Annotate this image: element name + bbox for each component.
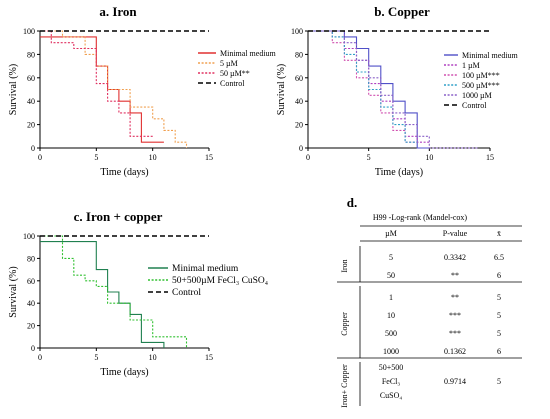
p1-x-tick-label: 10	[425, 153, 433, 162]
table-header-0: µM	[385, 229, 397, 238]
p0-y-axis-label: Survival (%)	[8, 64, 19, 115]
panel-c-chart: 0 5 10 15 0 20 40 60 80 100 Time (days) Survival (%…	[8, 232, 268, 378]
table-caption: H99 -Log-rank (Mandel-cox)	[373, 213, 468, 222]
p1-y-tick-label: 0	[299, 144, 303, 153]
p1-legend-label-3: 500 µM***	[462, 81, 500, 90]
table-cell-mean: 5	[497, 293, 501, 302]
p1-y-tick-label: 80	[295, 50, 303, 59]
table-cell-mean: 6.5	[494, 253, 504, 262]
p1-legend-label-4: 1000 µM	[462, 91, 492, 100]
table-cell-pvalue: ***	[449, 329, 461, 338]
p0-legend-label-3: Control	[220, 79, 245, 88]
p0-y-tick-label: 100	[23, 27, 35, 36]
p1-legend-label-0: Minimal medium	[462, 51, 519, 60]
table-group-label-2: Iron+ Copper	[340, 364, 349, 408]
p0-x-tick-label: 10	[149, 153, 157, 162]
p0-series-line-0	[40, 36, 164, 143]
table-cell-um: 10	[387, 311, 395, 320]
table-cell-mean: 5	[497, 377, 501, 386]
p2-legend-label-0: Minimal medium	[172, 264, 239, 274]
table-cell-um: 1	[389, 293, 393, 302]
p0-legend-label-0: Minimal medium	[220, 49, 277, 58]
table-cell-um: 5	[389, 253, 393, 262]
p1-y-tick-label: 20	[295, 121, 303, 130]
p2-y-tick-label: 80	[27, 254, 35, 263]
p2-series-line-0	[40, 241, 165, 348]
p1-series-line-4	[308, 30, 478, 149]
p0-legend-label-2: 50 µM**	[220, 69, 250, 78]
p1-series-line-2	[308, 30, 418, 143]
table-cell-mean: 6	[497, 347, 501, 356]
p0-y-tick-label: 80	[27, 50, 35, 59]
table-cell-um-line: 50+500	[379, 363, 404, 372]
table-header-1: P-value	[443, 229, 468, 238]
p0-x-tick-label: 15	[205, 153, 213, 162]
p2-x-tick-label: 10	[149, 353, 157, 362]
panel-a-chart: 0 5 10 15 0 20 40 60 80 100 Time (days) Survival (%…	[8, 27, 277, 178]
panel-a-title: a. Iron	[99, 4, 137, 19]
p2-x-axis-label: Time (days)	[100, 367, 148, 378]
panel-d-table: H99 -Log-rank (Mandel-cox) µM P-value x̄ 5 0.…	[337, 213, 522, 408]
table-cell-mean: 6	[497, 271, 501, 280]
table-cell-pvalue: **	[451, 271, 459, 280]
p1-x-tick-label: 5	[367, 153, 371, 162]
p0-legend-label-1: 5 µM	[220, 59, 238, 68]
p1-series-line-0	[308, 30, 430, 149]
p1-y-tick-label: 60	[295, 74, 303, 83]
table-header-2: x̄	[497, 229, 501, 238]
table-cell-mean: 5	[497, 311, 501, 320]
p0-x-axis-label: Time (days)	[100, 167, 148, 178]
p1-x-tick-label: 15	[486, 153, 494, 162]
panel-b-title: b. Copper	[374, 4, 430, 19]
p0-y-tick-label: 60	[27, 74, 35, 83]
p0-y-tick-label: 40	[27, 97, 35, 106]
p1-legend-label-1: 1 µM	[462, 61, 480, 70]
p0-y-tick-label: 20	[27, 121, 35, 130]
p1-legend-label-5: Control	[462, 101, 487, 110]
p0-series-line-2	[40, 30, 153, 137]
p2-series-line-1	[40, 235, 188, 348]
panel-c-title: c. Iron + copper	[74, 209, 163, 224]
p1-y-tick-label: 100	[291, 27, 303, 36]
table-cell-um: 500	[385, 329, 397, 338]
table-cell-pvalue: 0.3342	[444, 253, 466, 262]
p0-x-tick-label: 5	[94, 153, 98, 162]
p0-x-tick-label: 0	[38, 153, 42, 162]
p2-y-tick-label: 40	[27, 299, 35, 308]
p1-x-tick-label: 0	[306, 153, 310, 162]
p2-y-axis-label: Survival (%)	[8, 266, 19, 317]
p0-series-line-1	[40, 30, 188, 148]
table-cell-um-line: CuSO₄	[380, 391, 403, 400]
p1-y-axis-label: Survival (%)	[276, 64, 287, 115]
panel-d-title: d.	[347, 195, 357, 210]
p1-series-line-3	[308, 30, 418, 143]
table-cell-pvalue: ***	[449, 311, 461, 320]
table-cell-um-line: FeCl₃	[382, 377, 401, 386]
p1-y-tick-label: 40	[295, 97, 303, 106]
table-cell-pvalue: 0.1362	[444, 347, 466, 356]
p1-x-axis-label: Time (days)	[375, 167, 423, 178]
table-group-label-1: Copper	[340, 312, 349, 336]
table-cell-mean: 5	[497, 329, 501, 338]
p2-legend-label-2: Control	[172, 288, 201, 298]
p2-y-tick-label: 60	[27, 277, 35, 286]
p2-y-tick-label: 0	[31, 344, 35, 353]
table-cell-um: 50	[387, 271, 395, 280]
table-cell-pvalue: 0.9714	[444, 377, 466, 386]
p2-y-tick-label: 20	[27, 322, 35, 331]
table-cell-um: 1000	[383, 347, 399, 356]
table-group-label-0: Iron	[340, 259, 349, 272]
table-cell-pvalue: **	[451, 293, 459, 302]
p0-y-tick-label: 0	[31, 144, 35, 153]
panel-b-chart: 0 5 10 15 0 20 40 60 80 100 Time (days) Survival (%…	[276, 27, 519, 178]
p2-legend-label-1: 50+500µM FeCl₃ CuSO₄	[172, 276, 268, 286]
p2-x-tick-label: 5	[94, 353, 98, 362]
p2-y-tick-label: 100	[23, 232, 35, 241]
p2-x-tick-label: 0	[38, 353, 42, 362]
p2-x-tick-label: 15	[205, 353, 213, 362]
p1-legend-label-2: 100 µM***	[462, 71, 500, 80]
